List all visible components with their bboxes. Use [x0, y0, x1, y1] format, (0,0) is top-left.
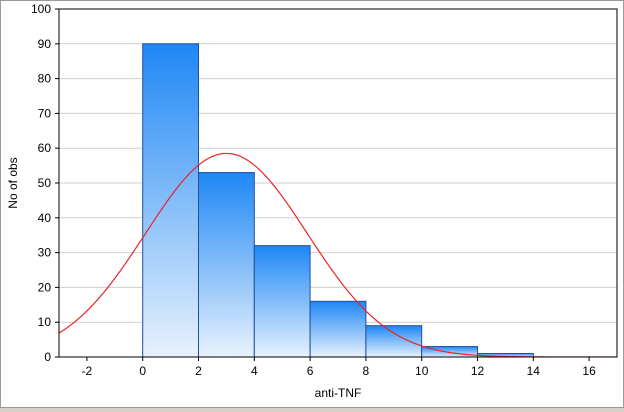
x-axis-label: anti-TNF: [315, 386, 362, 400]
y-tick-label: 40: [38, 211, 52, 225]
y-tick-label: 90: [38, 37, 52, 51]
y-tick-label: 80: [38, 72, 52, 86]
x-tick-label: 16: [582, 364, 596, 378]
y-tick-label: 10: [38, 315, 52, 329]
x-tick-label: 8: [363, 364, 370, 378]
y-tick-label: 20: [38, 280, 52, 294]
histogram-bar: [142, 43, 199, 358]
x-tick-label: 12: [471, 364, 485, 378]
y-tick-label: 0: [44, 350, 51, 364]
x-axis-ticks: -2 0 2 4 6 8 10 12 14 16: [82, 357, 596, 378]
x-tick-label: 6: [307, 364, 314, 378]
y-tick-label: 70: [38, 106, 52, 120]
histogram-bar: [253, 245, 311, 358]
x-tick-label: 0: [139, 364, 146, 378]
x-tick-label: 10: [415, 364, 429, 378]
y-tick-label: 60: [38, 141, 52, 155]
histogram-bar: [309, 300, 367, 358]
y-tick-label: 50: [38, 176, 52, 190]
histogram-bar: [198, 172, 255, 358]
x-tick-label: 14: [527, 364, 541, 378]
histogram-bars: [142, 43, 534, 358]
histogram-bar: [365, 325, 423, 358]
y-axis-ticks: 0 10 20 30 40 50 60 70 80 90 100: [31, 2, 59, 364]
y-tick-label: 100: [31, 2, 51, 16]
x-tick-label: -2: [82, 364, 93, 378]
y-tick-label: 30: [38, 246, 52, 260]
x-tick-label: 4: [251, 364, 258, 378]
y-axis-label: No of obs: [6, 157, 20, 208]
x-tick-label: 2: [195, 364, 202, 378]
